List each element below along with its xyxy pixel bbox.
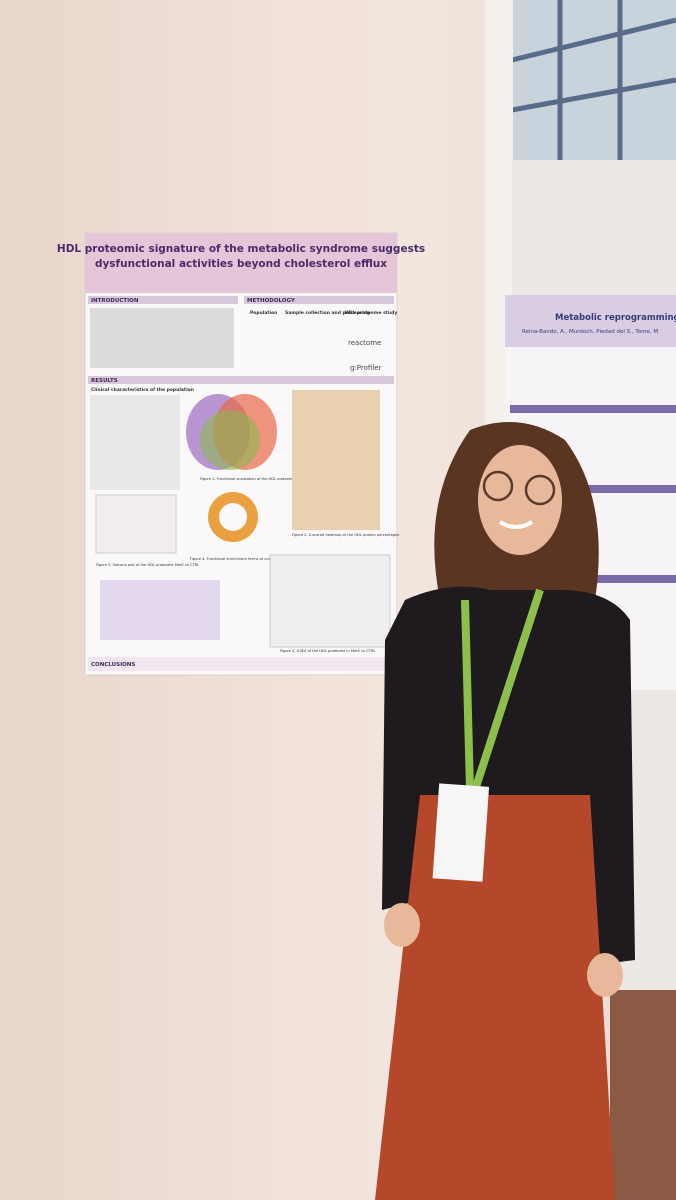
caption: Figure 2. Z-scored heatmap of the HDL pr… <box>292 533 399 537</box>
gsea <box>269 554 391 648</box>
badge <box>432 783 490 882</box>
intro-text <box>90 308 234 368</box>
side-title: Metabolic reprogramming in Gliob <box>555 313 676 323</box>
caption: Figure 5. GSEA of the HDL proteome in Me… <box>280 649 375 653</box>
section-band <box>244 296 394 304</box>
hand <box>587 953 623 997</box>
hand <box>384 903 420 947</box>
results-heading: Clinical characteristics of the populati… <box>91 387 194 393</box>
poster-title: HDL proteomic signature of the metabolic… <box>57 243 425 255</box>
smile <box>498 520 534 529</box>
section: INTRODUCTION <box>91 298 139 304</box>
glasses <box>482 470 514 502</box>
side-band <box>510 485 676 493</box>
poster-title: dysfunctional activities beyond choleste… <box>95 258 387 270</box>
caption: Figure 1. Functional annotation of the H… <box>200 477 295 481</box>
glasses <box>524 474 556 506</box>
side-authors: Reina-Bando, A., Murdoch, Piedad del S.,… <box>522 329 658 335</box>
section-band <box>88 376 394 384</box>
skirt <box>375 795 615 1200</box>
lanyard <box>461 588 544 792</box>
caption: Figure 3. Volcano plot of the HDL proteo… <box>96 563 199 567</box>
section: CONCLUSIONS <box>91 662 135 668</box>
window-frame <box>511 0 676 160</box>
table <box>90 395 180 490</box>
correlation-matrix <box>100 580 220 640</box>
method: Population <box>250 310 277 316</box>
method: Sample collection and processing <box>285 310 370 316</box>
caption: Figure 4. Functional enrichment terms of… <box>190 557 325 561</box>
logo: g:Profiler <box>350 364 382 372</box>
venn <box>200 410 260 470</box>
side-poster-header <box>505 295 676 347</box>
section-band <box>88 296 238 304</box>
method: HDL proteome study <box>345 310 397 316</box>
volcano <box>95 494 177 554</box>
section: METHODOLOGY <box>247 298 296 304</box>
logo: reactome <box>348 339 381 347</box>
poster-header <box>85 233 397 293</box>
conclusion-band <box>88 657 394 671</box>
floor <box>610 990 676 1200</box>
sweater <box>382 586 635 965</box>
side-band <box>510 405 676 413</box>
section: RESULTS <box>91 378 118 384</box>
chord <box>219 503 247 531</box>
heatmap <box>292 390 380 530</box>
